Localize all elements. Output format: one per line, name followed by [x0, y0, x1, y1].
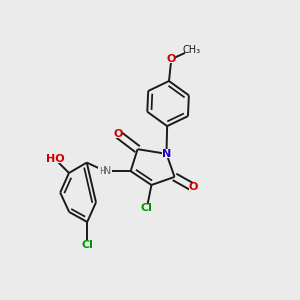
Text: O: O: [113, 129, 123, 139]
Text: Cl: Cl: [141, 203, 153, 213]
FancyBboxPatch shape: [185, 46, 199, 54]
FancyBboxPatch shape: [49, 155, 61, 163]
Text: HO: HO: [46, 154, 64, 164]
FancyBboxPatch shape: [162, 149, 171, 158]
FancyBboxPatch shape: [142, 204, 152, 212]
FancyBboxPatch shape: [167, 55, 176, 63]
Text: Cl: Cl: [81, 240, 93, 250]
Text: O: O: [167, 54, 176, 64]
Text: N: N: [162, 149, 171, 159]
Text: CH₃: CH₃: [183, 45, 201, 55]
Text: H: H: [99, 167, 106, 176]
Text: N: N: [103, 166, 112, 176]
FancyBboxPatch shape: [82, 241, 92, 249]
FancyBboxPatch shape: [98, 167, 112, 175]
FancyBboxPatch shape: [189, 183, 197, 191]
Text: O: O: [188, 182, 198, 192]
FancyBboxPatch shape: [114, 130, 122, 138]
